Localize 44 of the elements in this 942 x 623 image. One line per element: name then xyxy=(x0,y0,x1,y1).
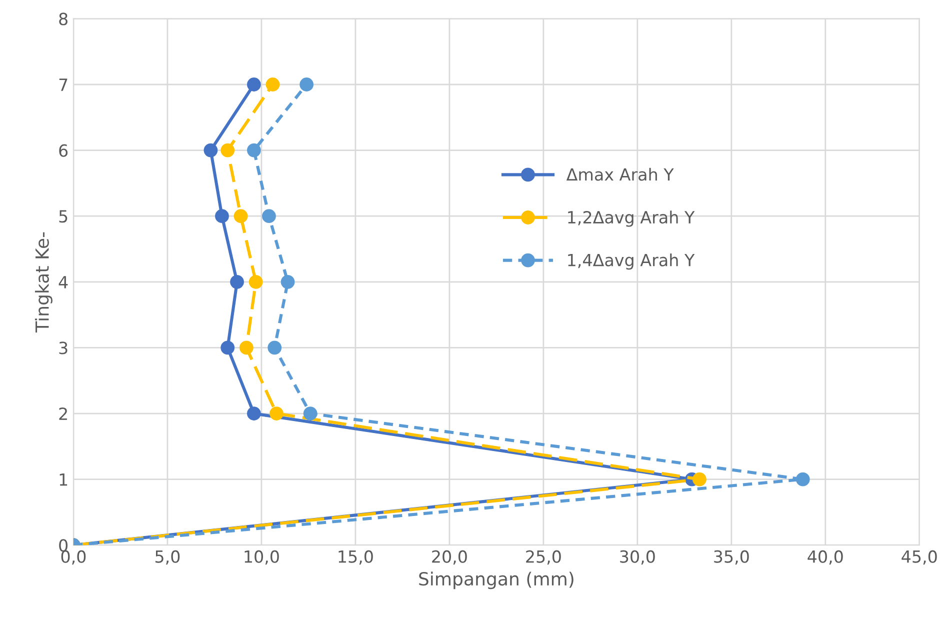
legend-label: 1,2Δavg Arah Y xyxy=(568,210,695,227)
x-tick-label: 30,0 xyxy=(620,550,655,565)
y-tick-label: 6 xyxy=(59,144,68,157)
x-tick-label: 40,0 xyxy=(808,550,843,565)
point xyxy=(796,472,810,486)
y-tick-label: 0 xyxy=(59,539,68,552)
point xyxy=(300,78,314,92)
x-tick-label: 10,0 xyxy=(244,550,279,565)
point xyxy=(270,406,284,420)
y-tick-label: 4 xyxy=(58,276,68,288)
point xyxy=(234,209,248,224)
legend-label: Δmax Arah Y xyxy=(566,168,674,181)
y-tick-label: 1 xyxy=(60,474,68,486)
y-tick-label: 8 xyxy=(59,12,68,26)
point xyxy=(230,274,244,289)
x-tick-label: 35,0 xyxy=(714,550,749,565)
x-tick-label: 0,0 xyxy=(61,550,86,565)
x-tick-label: 25,0 xyxy=(526,550,561,565)
x-axis-title: Simpangan (mm) xyxy=(419,572,574,590)
point xyxy=(692,472,706,486)
point xyxy=(215,209,229,224)
point xyxy=(262,209,276,224)
y-tick-label: 5 xyxy=(59,210,68,223)
point xyxy=(280,274,295,289)
x-tick-label: 5,0 xyxy=(156,550,180,565)
legend-label: 1,4Δavg Arah Y xyxy=(568,253,695,270)
x-tick-label: 20,0 xyxy=(432,550,467,565)
point xyxy=(248,274,263,289)
x-tick-label: 45,0 xyxy=(902,550,937,565)
point xyxy=(239,340,254,355)
point xyxy=(266,78,280,92)
point xyxy=(220,143,235,158)
point xyxy=(246,143,261,158)
point xyxy=(303,406,318,420)
y-tick-label: 7 xyxy=(59,78,68,91)
point xyxy=(204,143,218,158)
point xyxy=(268,340,282,355)
point xyxy=(246,406,261,420)
y-axis-title: Tingkat Ke- xyxy=(34,232,52,332)
x-tick-label: 15,0 xyxy=(338,550,373,565)
y-tick-label: 2 xyxy=(59,407,67,420)
point xyxy=(220,340,235,355)
point xyxy=(246,78,261,92)
y-tick-label: 3 xyxy=(59,342,68,354)
